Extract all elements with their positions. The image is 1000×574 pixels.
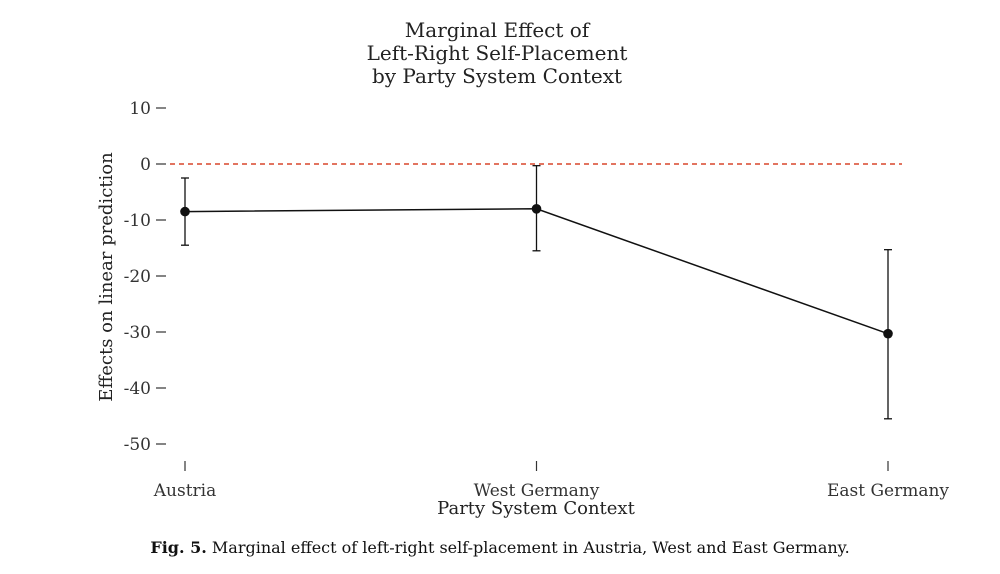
series-group [180,165,893,420]
x-axis-title: Party System Context [437,498,635,519]
data-point [180,206,190,217]
y-tick-label: -20 [124,267,151,287]
title-line-1: Marginal Effect of [405,18,591,42]
data-point [883,328,893,339]
y-tick-label: 10 [129,99,151,119]
x-tick-label: West Germany [474,481,600,501]
x-axis: Austria West Germany East Germany [153,461,949,501]
y-tick-label: -30 [124,323,151,343]
title-line-2: Left-Right Self-Placement [367,41,628,65]
caption-text: Marginal effect of left-right self-place… [211,538,850,557]
x-tick-label: East Germany [827,481,949,501]
x-tick-label: Austria [153,481,216,501]
y-tick-label: -40 [124,379,151,399]
data-point [531,204,542,214]
y-axis: 10 0 -10 -20 -30 -40 -50 [124,99,166,455]
figure-caption: Fig. 5. Marginal effect of left-right se… [0,538,1000,557]
y-axis-title: Effects on linear prediction [96,152,117,402]
title-line-3: by Party System Context [372,64,622,88]
y-tick-label: -50 [124,435,151,455]
y-tick-label: -10 [124,211,151,231]
y-tick-label: 0 [140,155,151,175]
caption-label: Fig. 5. [150,538,207,557]
